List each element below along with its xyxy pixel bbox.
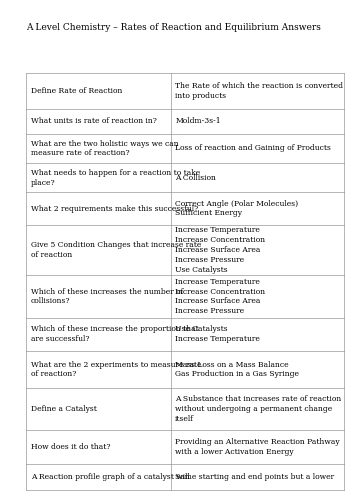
Text: A Reaction profile graph of a catalyst will: A Reaction profile graph of a catalyst w… — [31, 473, 190, 481]
Text: What are the 2 experiments to measure rate
of reaction?: What are the 2 experiments to measure ra… — [31, 360, 201, 378]
Text: Mass Loss on a Mass Balance
Gas Production in a Gas Syringe: Mass Loss on a Mass Balance Gas Producti… — [175, 360, 299, 378]
Text: Define a Catalyst: Define a Catalyst — [31, 405, 97, 413]
Text: A Level Chemistry – Rates of Reaction and Equilibrium Answers: A Level Chemistry – Rates of Reaction an… — [26, 24, 321, 32]
Text: Use Catalysts
Increase Temperature: Use Catalysts Increase Temperature — [175, 326, 260, 343]
Text: What 2 requirements make this successful?: What 2 requirements make this successful… — [31, 204, 198, 212]
Text: Same starting and end points but a lower: Same starting and end points but a lower — [175, 473, 334, 481]
Text: Loss of reaction and Gaining of Products: Loss of reaction and Gaining of Products — [175, 144, 331, 152]
Text: Correct Angle (Polar Molecules)
Sufficient Energy: Correct Angle (Polar Molecules) Sufficie… — [175, 200, 298, 218]
Text: Which of these increase the proportion that
are successful?: Which of these increase the proportion t… — [31, 326, 198, 343]
Text: What are the two holistic ways we can
measure rate of reaction?: What are the two holistic ways we can me… — [31, 140, 178, 158]
Text: Define Rate of Reaction: Define Rate of Reaction — [31, 86, 122, 94]
Text: A Substance that increases rate of reaction
without undergoing a permanent chang: A Substance that increases rate of react… — [175, 395, 341, 423]
Text: Providing an Alternative Reaction Pathway
with a lower Activation Energy: Providing an Alternative Reaction Pathwa… — [175, 438, 340, 456]
Text: Increase Temperature
Increase Concentration
Increase Surface Area
Increase Press: Increase Temperature Increase Concentrat… — [175, 278, 265, 316]
Text: What needs to happen for a reaction to take
place?: What needs to happen for a reaction to t… — [31, 168, 200, 186]
Text: The Rate of which the reaction is converted
into products: The Rate of which the reaction is conver… — [175, 82, 343, 100]
Text: Moldm-3s-1: Moldm-3s-1 — [175, 118, 221, 126]
Text: What units is rate of reaction in?: What units is rate of reaction in? — [31, 118, 157, 126]
Text: A Collision: A Collision — [175, 174, 216, 182]
Text: Which of these increases the number of
collisions?: Which of these increases the number of c… — [31, 288, 183, 306]
Text: Increase Temperature
Increase Concentration
Increase Surface Area
Increase Press: Increase Temperature Increase Concentrat… — [175, 226, 265, 274]
Text: How does it do that?: How does it do that? — [31, 442, 110, 450]
Text: Give 5 Condition Changes that increase rate
of reaction: Give 5 Condition Changes that increase r… — [31, 241, 201, 259]
